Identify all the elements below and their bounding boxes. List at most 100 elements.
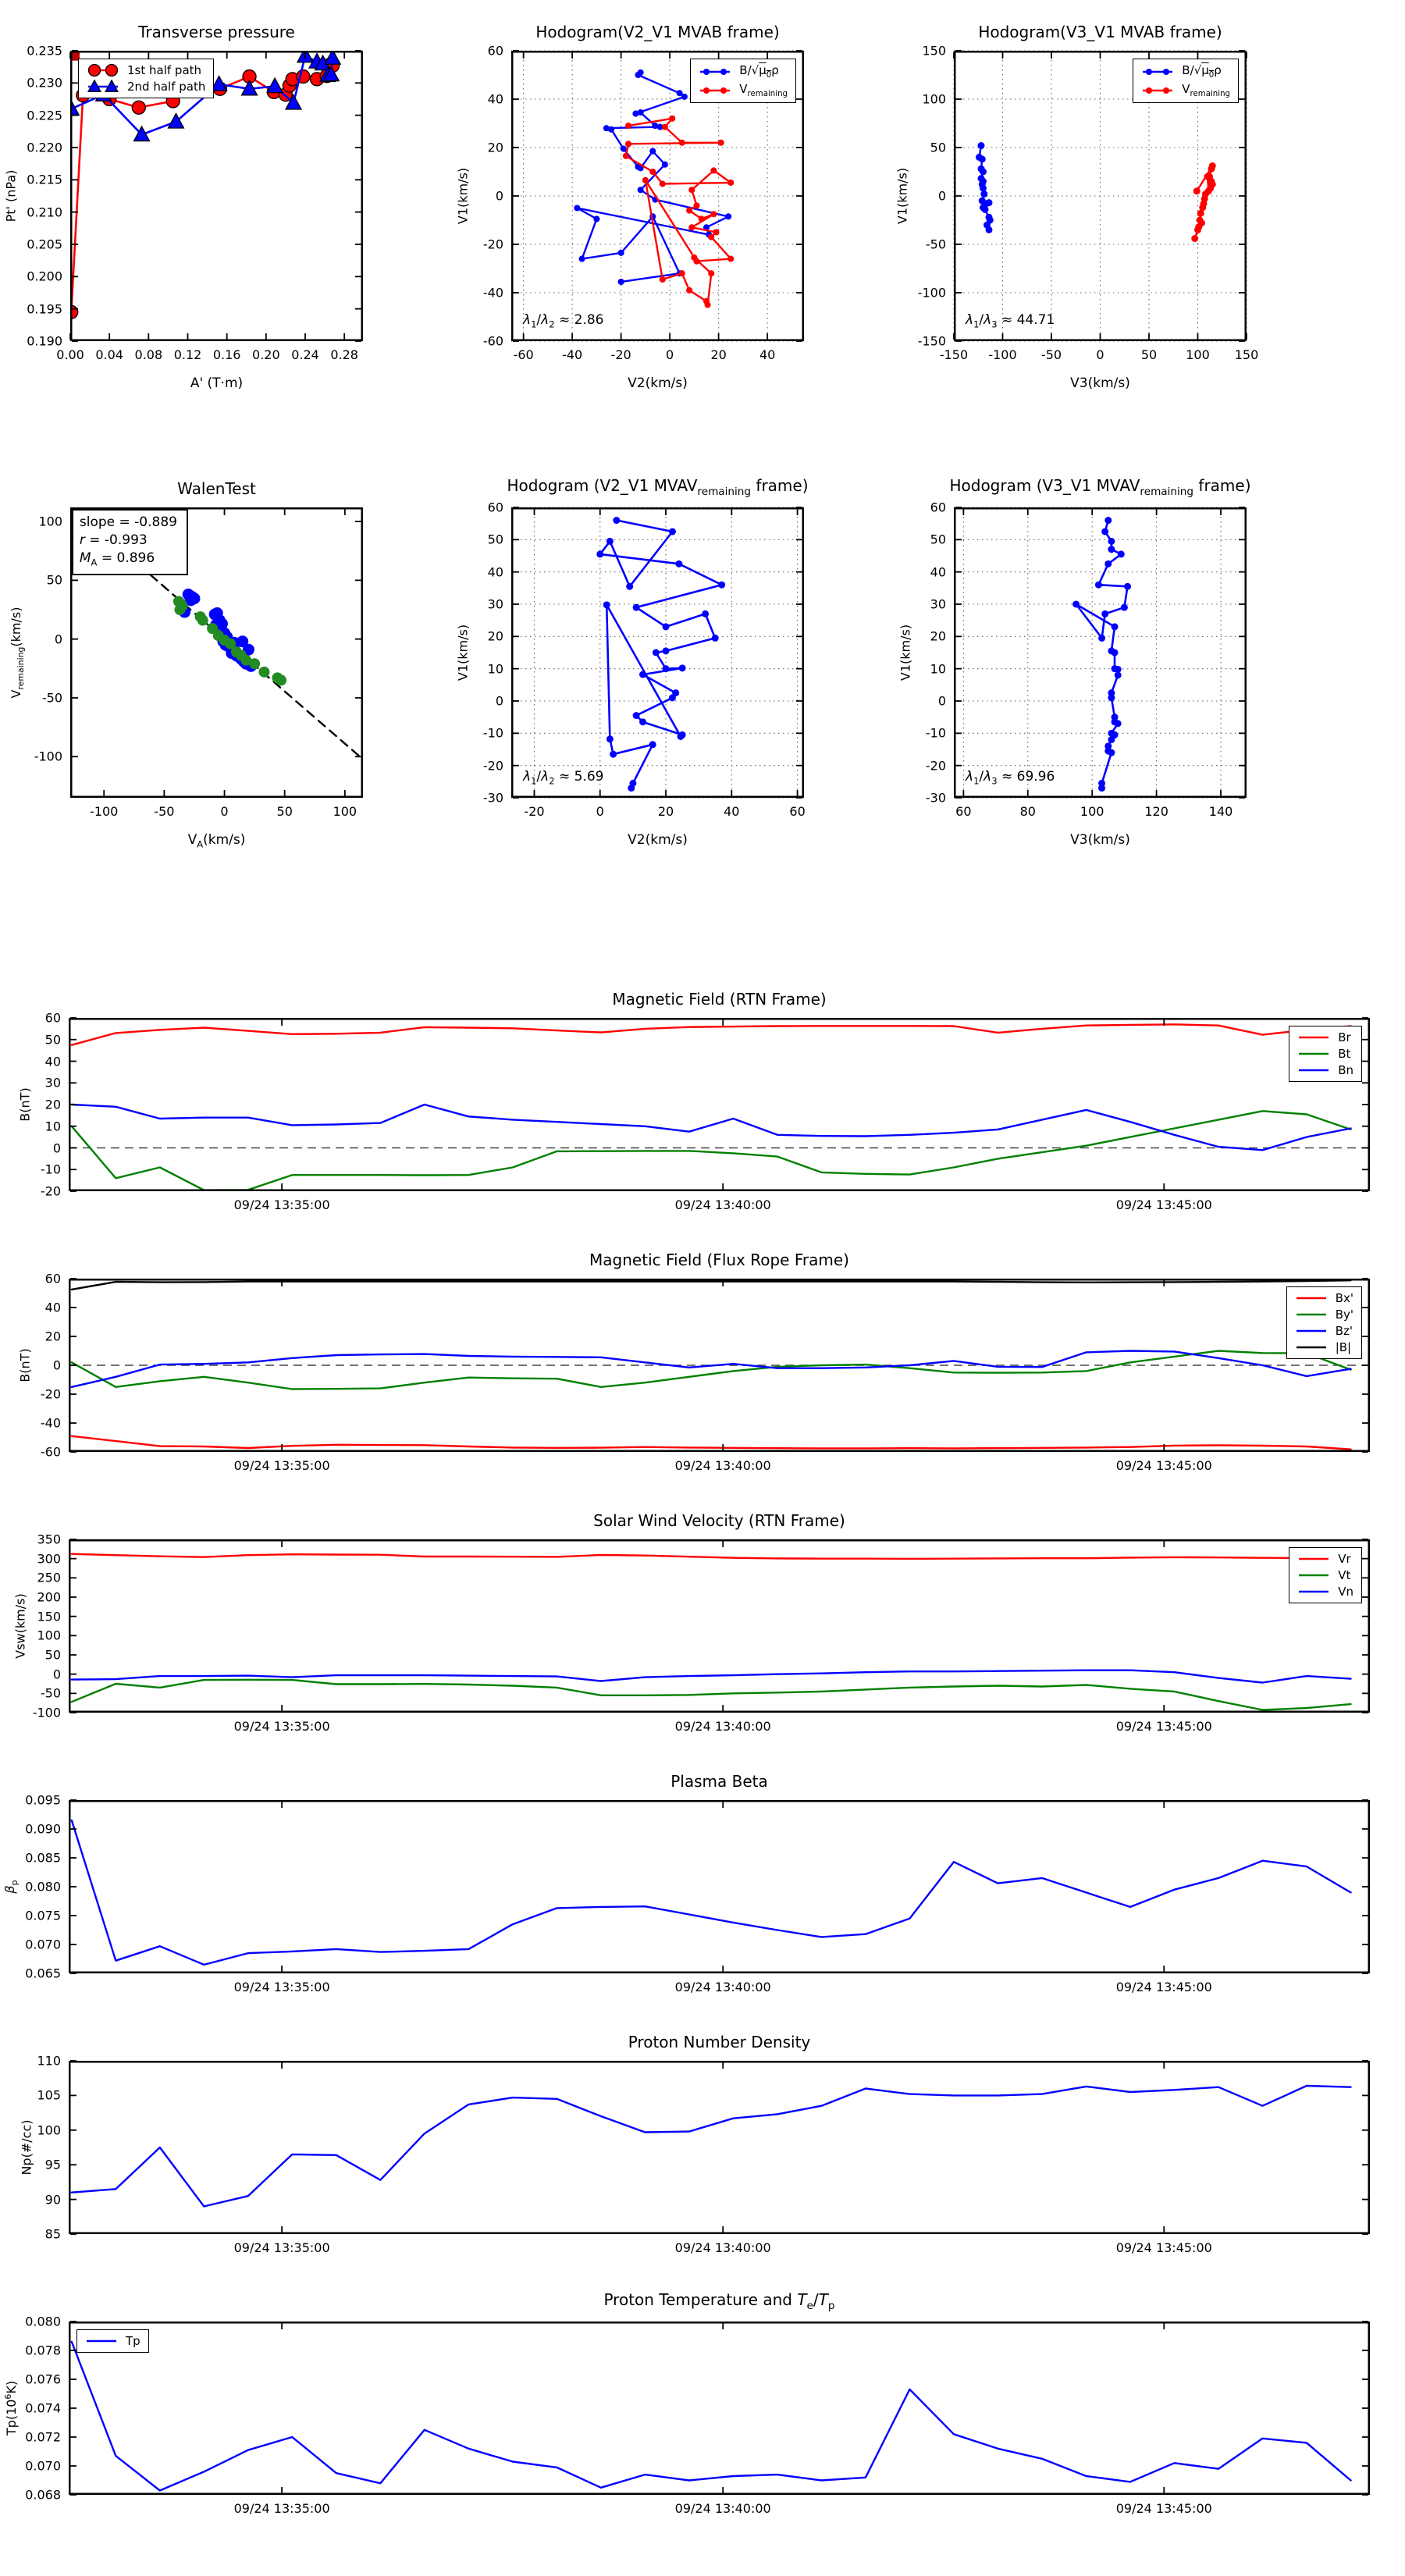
proton-temperature-series-Tp: [70, 2340, 1352, 2492]
y-tick-label: -30: [482, 790, 503, 806]
y-tick-label: 100: [37, 2122, 61, 2138]
y-tick-label: 200: [37, 1589, 61, 1605]
y-tick-label: -20: [482, 237, 503, 252]
tick-marks: [513, 50, 802, 342]
hodogram-v3v1-mvab-series-B-over-sqrt-mu0rho: [976, 142, 994, 233]
y-tick-label: 40: [487, 564, 503, 580]
y-tick-label: 0.068: [25, 2487, 61, 2503]
x-tick-label: 20: [710, 347, 727, 362]
x-tick-label: 100: [333, 804, 357, 819]
hodogram-v3v1-mvab-ylabel: V1(km/s): [895, 167, 910, 225]
legend-line-sample: [1299, 1036, 1329, 1039]
plasma-beta-series-beta-p: [70, 1819, 1352, 1966]
mag-field-flux-rope-plot-area: [69, 1278, 1370, 1453]
x-tick-label: -100: [988, 347, 1017, 362]
y-tick-label: 50: [930, 532, 946, 547]
y-tick-label: 0.065: [25, 1966, 61, 1981]
walen-test-ylabel: Vremaining(km/s): [8, 607, 27, 699]
hodogram-v3v1-mvav: Hodogram (V3_V1 MVAVremaining frame) V3(k…: [898, 476, 1251, 848]
legend-line-sample: [1296, 1346, 1326, 1349]
walen-test: WalenTest VA(km/s) Vremaining(km/s) -100 -50…: [9, 479, 363, 849]
y-tick-label: 0.220: [27, 140, 62, 155]
transverse-pressure: Transverse pressure A' (T·m) Pt' (nPa) 0.00…: [4, 23, 363, 391]
y-tick-label: 50: [46, 572, 62, 588]
hodogram-v2v1-mvab-ylabel: V1(km/s): [455, 167, 471, 225]
mag-field-flux-rope-series-By-prime: [70, 1350, 1352, 1390]
y-tick-label: 20: [44, 1329, 61, 1344]
x-tick-label: 0.08: [134, 347, 163, 362]
legend-line-sample: [1143, 68, 1173, 75]
y-tick-label: 0.235: [27, 43, 62, 59]
transverse-pressure-series-corner-marker: [70, 51, 80, 61]
y-tick-label: -20: [40, 1183, 61, 1199]
y-tick-label: 60: [44, 1010, 61, 1026]
legend-item-bn: Bn: [1296, 1063, 1353, 1077]
legend-label: 2nd half path: [127, 80, 206, 94]
y-tick-label: 50: [44, 1032, 61, 1048]
y-tick-label: 0.095: [25, 1792, 61, 1808]
y-tick-label: -50: [41, 690, 62, 706]
y-tick-label: -50: [925, 237, 946, 252]
x-tick-label: 09/24 13:35:00: [233, 1197, 330, 1212]
y-tick-label: 0.210: [27, 205, 62, 220]
x-tick-label: 09/24 13:35:00: [233, 1980, 330, 1994]
solar-wind-velocity: Solar Wind Velocity (RTN Frame) Vsw(km/s)…: [13, 1511, 1370, 1734]
x-tick-label: 09/24 13:35:00: [233, 2240, 330, 2255]
transverse-pressure-series-2nd-half-path: [70, 51, 342, 142]
x-tick-label: 0.04: [95, 347, 123, 362]
y-tick-label: 60: [487, 43, 503, 59]
hodogram-v2v1-mvab-series-V-remaining: [622, 115, 735, 308]
mag-field-flux-rope-series-Bz-prime: [70, 1350, 1352, 1388]
mag-field-flux-rope-legend: Bx' By' Bz' |B|: [1286, 1286, 1362, 1359]
x-tick-label: 0: [1096, 347, 1104, 362]
y-tick-label: 40: [930, 564, 946, 580]
legend-item-vt: Vt: [1296, 1568, 1353, 1582]
walen-test-stats-box: slope = -0.889 r = -0.993 MA = 0.896: [71, 508, 188, 575]
x-tick-label: 0.16: [212, 347, 241, 362]
tick-marks: [70, 1017, 1368, 1192]
x-tick-label: 09/24 13:45:00: [1115, 2240, 1212, 2255]
legend-line-sample: [87, 2339, 116, 2343]
y-tick-label: 0: [52, 1667, 61, 1682]
y-tick-label: 0: [495, 693, 503, 709]
y-tick-label: 0.078: [25, 2343, 61, 2358]
legend-label: |B|: [1335, 1340, 1352, 1354]
hodogram-v3v1-mvav-series-v-remaining-path: [1072, 517, 1132, 792]
y-tick-label: -60: [40, 1444, 61, 1460]
proton-density-title: Proton Number Density: [628, 2033, 811, 2051]
x-tick-label: -20: [610, 347, 631, 362]
hodogram-v3v1-mvab-xlabel: V3(km/s): [1070, 375, 1130, 391]
tick-marks: [70, 2321, 1368, 2496]
x-tick-label: 09/24 13:40:00: [674, 1458, 771, 1473]
mag-field-flux-rope: Magnetic Field (Flux Rope Frame) B(nT) 09/…: [18, 1251, 1370, 1473]
walen-test-series-walen-points-green: [173, 596, 287, 686]
y-tick-label: 100: [38, 514, 62, 529]
hodogram-v3v1-mvav-xlabel: V3(km/s): [1070, 832, 1130, 848]
proton-temperature: Proton Temperature and Te/Tp Tp(106K) 09/2…: [3, 2290, 1370, 2516]
y-tick-label: -20: [925, 758, 946, 774]
legend-item-vn: Vn: [1296, 1585, 1353, 1599]
y-tick-label: -60: [482, 333, 503, 349]
x-tick-label: 20: [657, 804, 674, 819]
hodogram-v2v1-mvav: Hodogram (V2_V1 MVAVremaining frame) V2(k…: [456, 476, 809, 848]
mag-field-flux-rope-series-B-magnitude: [70, 1279, 1352, 1291]
legend-item-vr: Vr: [1296, 1552, 1353, 1566]
mag-field-rtn-series-Bt: [70, 1110, 1352, 1191]
y-tick-label: 0: [52, 1140, 61, 1155]
x-tick-label: -60: [513, 347, 534, 362]
y-tick-label: -10: [925, 725, 946, 741]
y-tick-label: 0: [54, 632, 62, 647]
y-tick-label: 10: [487, 661, 503, 677]
grid-lines: [954, 507, 1247, 799]
hodogram-v2v1-mvab-annotation: λ1/λ2 ≈ 2.86: [523, 311, 604, 330]
legend-label: Bt: [1338, 1047, 1351, 1061]
legend-label: Bn: [1338, 1063, 1353, 1077]
y-tick-label: -100: [32, 1705, 61, 1720]
x-tick-label: 0.24: [291, 347, 319, 362]
hodogram-v3v1-mvav-annotation: λ1/λ3 ≈ 69.96: [966, 768, 1055, 787]
mag-field-rtn-series-Bn: [70, 1103, 1352, 1151]
plasma-beta: Plasma Beta βp 09/24 13:35:00 09/24 13:40:0…: [2, 1772, 1370, 1994]
x-tick-label: 09/24 13:45:00: [1115, 1197, 1212, 1212]
solar-wind-velocity-series-Vr: [70, 1553, 1352, 1560]
